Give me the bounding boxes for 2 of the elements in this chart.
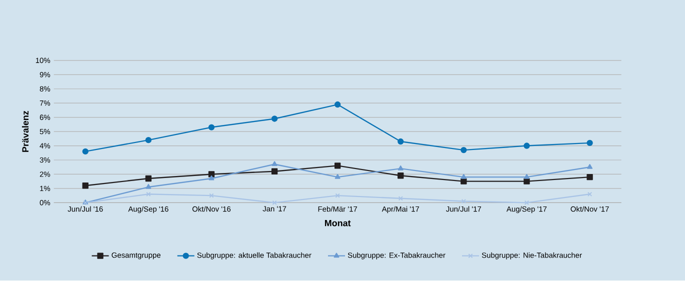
y-axis-title: Prävalenz (22, 111, 29, 152)
x-axis-title: Monat (324, 220, 351, 226)
